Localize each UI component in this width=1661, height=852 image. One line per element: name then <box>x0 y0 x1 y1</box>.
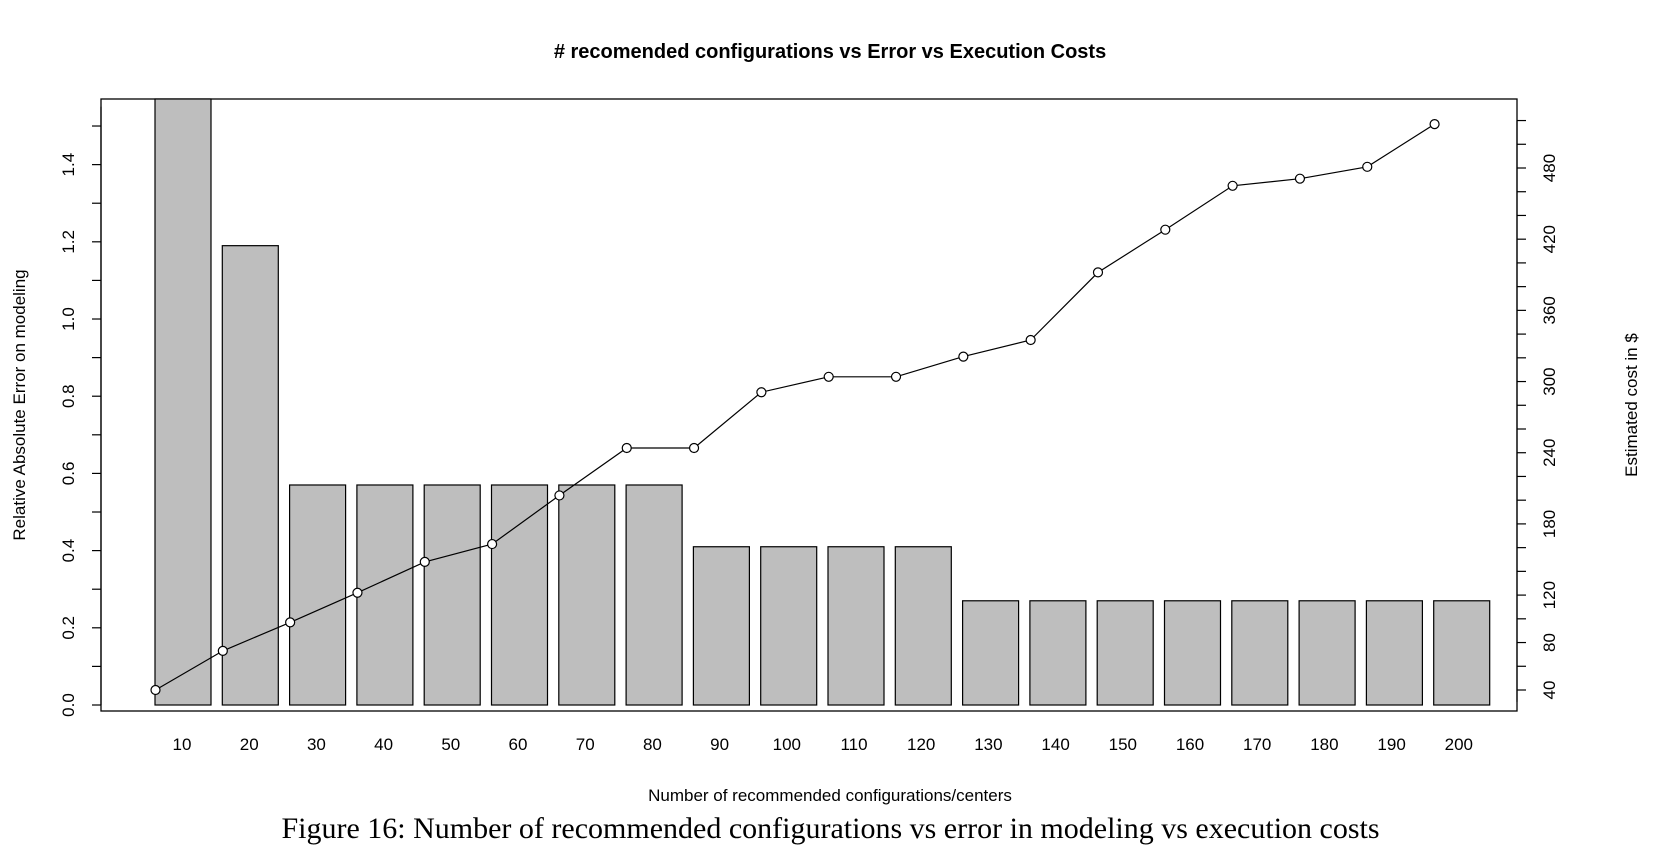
right-tick-label: 180 <box>1540 510 1559 538</box>
left-tick-label: 1.2 <box>59 230 78 254</box>
cost-point-20 <box>217 645 228 656</box>
right-tick-label: 40 <box>1540 681 1559 700</box>
x-tick-label: 200 <box>1445 735 1473 754</box>
left-tick-label: 0.6 <box>59 462 78 486</box>
right-tick-label: 480 <box>1540 154 1559 182</box>
x-tick-label: 60 <box>509 735 528 754</box>
left-tick-label: 1.4 <box>59 153 78 177</box>
cost-point-90 <box>688 442 700 454</box>
bar-60 <box>490 484 549 706</box>
y-axis-label: Relative Absolute Error on modeling <box>10 269 29 540</box>
x-tick-label: 40 <box>374 735 393 754</box>
left-tick-label: 0.4 <box>59 539 78 563</box>
right-tick-label: 360 <box>1540 296 1559 324</box>
bar-180 <box>1298 600 1356 706</box>
x-tick-label: 30 <box>307 735 326 754</box>
cost-point-80 <box>621 442 632 454</box>
bar-30 <box>289 484 347 706</box>
cost-point-200 <box>1429 119 1440 130</box>
cost-point-30 <box>285 617 296 628</box>
bar-120 <box>894 546 952 706</box>
bar-170 <box>1231 600 1289 706</box>
bar-80 <box>625 484 683 706</box>
x-tick-label: 110 <box>840 735 867 754</box>
bar-90 <box>692 546 751 706</box>
left-tick-label: 0.8 <box>59 384 78 408</box>
left-tick-label: 0.2 <box>59 616 78 640</box>
right-tick-label: 120 <box>1540 581 1559 609</box>
x-tick-label: 130 <box>974 735 1002 754</box>
cost-point-130 <box>958 351 969 362</box>
cost-point-10 <box>150 684 161 696</box>
bar-200 <box>1433 600 1491 706</box>
cost-point-150 <box>1092 267 1104 278</box>
x-tick-label: 190 <box>1377 735 1405 754</box>
cost-point-170 <box>1227 180 1238 191</box>
chart: # recomended configurations vs Error vs … <box>10 41 1641 805</box>
x-tick-label: 180 <box>1310 735 1338 754</box>
cost-point-100 <box>756 387 767 398</box>
cost-point-120 <box>890 371 902 382</box>
x-tick-label: 170 <box>1243 735 1271 754</box>
cost-point-40 <box>352 587 363 598</box>
bar-150 <box>1096 600 1154 706</box>
bar-40 <box>356 484 414 706</box>
bar-20 <box>221 245 279 706</box>
x-tick-label: 10 <box>173 735 192 754</box>
chart-title: # recomended configurations vs Error vs … <box>554 41 1106 63</box>
bar-140 <box>1029 600 1087 706</box>
right-tick-label: 240 <box>1540 439 1559 467</box>
bar-110 <box>827 546 885 706</box>
bars-group <box>154 98 1491 706</box>
x-tick-label: 100 <box>773 735 801 754</box>
bar-100 <box>760 546 818 706</box>
cost-point-140 <box>1025 334 1036 346</box>
cost-point-190 <box>1362 161 1373 172</box>
x-tick-label: 150 <box>1109 735 1137 754</box>
bar-130 <box>961 600 1020 706</box>
right-axis: 40 80 120 180 240 300 360 420 480 <box>1516 119 1559 702</box>
cost-line <box>155 123 1435 691</box>
right-tick-label: 80 <box>1540 633 1559 652</box>
bar-70 <box>558 484 616 706</box>
cost-point-180 <box>1294 173 1306 184</box>
x-tick-label: 120 <box>907 735 935 754</box>
x-tick-label: 70 <box>576 735 595 754</box>
x-tick-label: 50 <box>441 735 460 754</box>
cost-point-50 <box>419 556 430 567</box>
x-tick-label: 160 <box>1176 735 1204 754</box>
right-tick-label: 420 <box>1540 225 1559 253</box>
cost-point-110 <box>823 371 834 382</box>
right-tick-label: 300 <box>1540 367 1559 395</box>
bar-160 <box>1163 600 1222 706</box>
left-axis: 0.0 0.2 0.4 0.6 0.8 1.0 1.2 1.4 <box>59 106 102 717</box>
x-tick-label: 90 <box>710 735 729 754</box>
bar-10 <box>154 98 212 706</box>
cost-point-60 <box>487 538 498 550</box>
left-tick-label: 1.0 <box>59 307 78 331</box>
x-tick-label: 80 <box>643 735 662 754</box>
x-tick-label: 140 <box>1041 735 1069 754</box>
bar-50 <box>423 484 481 706</box>
cost-point-70 <box>554 490 565 501</box>
cost-point-160 <box>1160 224 1171 235</box>
cost-line-group <box>150 119 1440 696</box>
x-tick-label: 20 <box>240 735 259 754</box>
left-tick-label: 0.0 <box>59 693 78 717</box>
figure-caption: Figure 16: Number of recommended configu… <box>281 812 1380 845</box>
y2-axis-label: Estimated cost in $ <box>1622 333 1641 477</box>
x-axis: 10 20 30 40 50 60 70 80 90 100 110 120 130 140 150 160 1… <box>173 735 1473 754</box>
bar-190 <box>1365 600 1424 706</box>
x-axis-label: Number of recommended configurations/cen… <box>648 786 1012 805</box>
